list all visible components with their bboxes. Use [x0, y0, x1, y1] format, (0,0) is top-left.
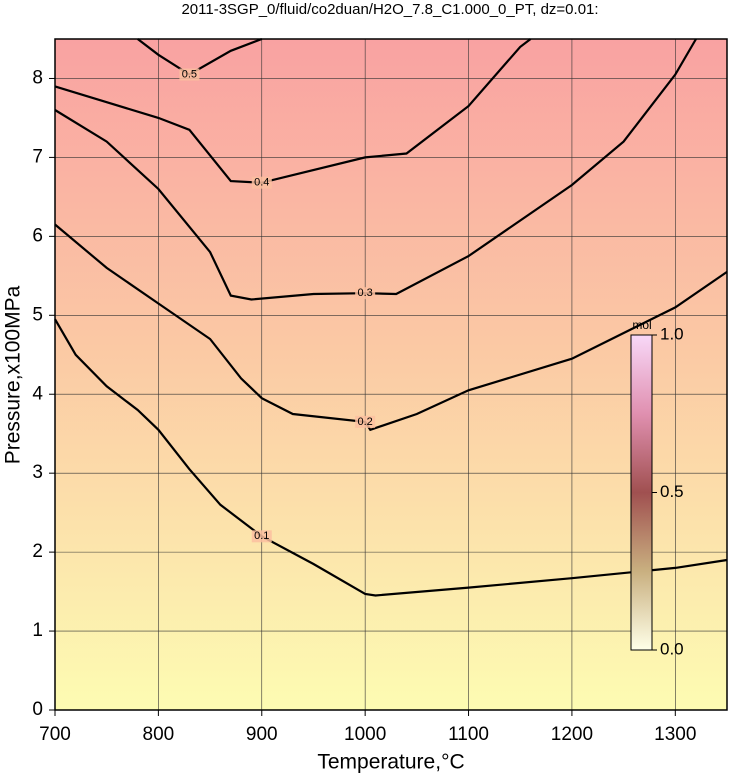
x-tick-label: 1200: [551, 724, 593, 745]
colorbar: mol 0.0 0.5 1.0: [630, 318, 684, 658]
y-axis-label: Pressure,x100MPa: [2, 285, 25, 464]
contour-label-bg: [251, 530, 272, 543]
y-tick-label: 7: [32, 146, 43, 167]
colorbar-tick-label: 0.0: [660, 639, 684, 658]
axes: 700 800 900 1000 1100 1200 1300 0 1 2 3 4 5 6 7 8: [32, 67, 696, 745]
contour-label-bg: [355, 415, 376, 428]
y-tick-label: 2: [32, 541, 43, 562]
contour-line: [54, 38, 697, 301]
x-tick-label: 1300: [654, 724, 696, 745]
colorbar-label: mol: [632, 318, 651, 332]
colorbar-tick-label: 0.5: [660, 482, 684, 501]
x-tick-label: 800: [143, 724, 175, 745]
chart-title: 2011-3SGP_0/fluid/co2duan/H2O_7.8_C1.000…: [181, 1, 598, 18]
plot-frame: [54, 38, 728, 711]
plot-background: [55, 39, 727, 710]
colorbar-tick-label: 1.0: [660, 324, 684, 343]
x-axis-label: Temperature,°C: [317, 751, 464, 774]
contour-label-bg: [355, 287, 376, 300]
y-tick-label: 0: [32, 699, 43, 720]
y-tick-label: 6: [32, 225, 43, 246]
y-tick-label: 5: [32, 304, 43, 325]
contour-label: 0.4: [254, 177, 269, 189]
y-tick-label: 3: [32, 462, 43, 483]
y-tick-label: 1: [32, 620, 43, 641]
contour-line: [54, 223, 728, 432]
x-tick-label: 1100: [448, 724, 489, 745]
contour-label: 0.1: [254, 530, 269, 542]
x-tick-label: 700: [39, 724, 71, 745]
x-tick-label: 1000: [344, 724, 386, 745]
contours: 0.1 0.2 0.3 0.4 0.5: [54, 37, 728, 597]
colorbar-scale: [630, 334, 653, 651]
contour-label-bg: [179, 68, 200, 81]
y-tick-label: 4: [32, 383, 43, 404]
contour-label: 0.2: [358, 416, 373, 428]
contour-label: 0.3: [358, 287, 373, 299]
y-tick-label: 8: [32, 67, 43, 88]
contour-label-bg: [251, 176, 272, 189]
x-tick-label: 900: [246, 724, 278, 745]
contour-label: 0.5: [182, 68, 197, 80]
